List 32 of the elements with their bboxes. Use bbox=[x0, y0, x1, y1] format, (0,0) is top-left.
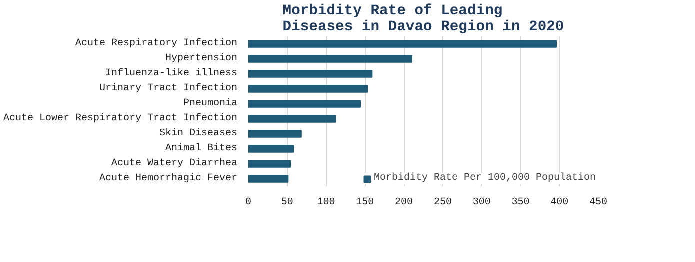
x-tick-label: 400 bbox=[550, 198, 569, 208]
y-tick-label: Animal Bites bbox=[165, 142, 238, 154]
y-tick-label: Influenza-like illness bbox=[105, 68, 238, 80]
x-tick-label: 300 bbox=[472, 198, 491, 208]
x-tick-label: 0 bbox=[246, 198, 252, 208]
bar bbox=[248, 115, 336, 123]
bar bbox=[248, 100, 361, 108]
y-tick-label: Hypertension bbox=[165, 52, 238, 64]
bar bbox=[248, 130, 302, 138]
x-tick-label: 150 bbox=[356, 198, 374, 208]
x-tick-label: 250 bbox=[434, 198, 452, 208]
bar bbox=[248, 40, 557, 48]
bar bbox=[248, 160, 291, 168]
bar bbox=[248, 55, 412, 63]
x-tick-label: 100 bbox=[317, 198, 336, 208]
y-tick-label: Urinary Tract Infection bbox=[99, 82, 238, 94]
y-tick-label: Acute Lower Respiratory Tract Infection bbox=[3, 112, 238, 124]
x-tick-label: 350 bbox=[512, 198, 530, 208]
x-tick-label: 450 bbox=[590, 198, 608, 208]
y-tick-label: Acute Watery Diarrhea bbox=[111, 158, 238, 170]
bar bbox=[248, 175, 289, 183]
x-tick-label: 200 bbox=[395, 198, 414, 208]
y-tick-label: Pneumonia bbox=[183, 98, 238, 110]
legend-label: Morbidity Rate Per 100,000 Population bbox=[374, 173, 596, 184]
y-tick-label: Skin Diseases bbox=[159, 128, 238, 140]
y-tick-label: Acute Respiratory Infection bbox=[75, 38, 238, 50]
bar bbox=[248, 85, 368, 93]
chart-title: Morbidity Rate of Leading Diseases in Davao Region in 2020 bbox=[282, 4, 564, 36]
bar bbox=[248, 145, 294, 153]
x-tick-label: 50 bbox=[281, 198, 294, 208]
y-tick-label: Acute Hemorrhagic Fever bbox=[99, 172, 238, 184]
bar bbox=[248, 70, 373, 78]
